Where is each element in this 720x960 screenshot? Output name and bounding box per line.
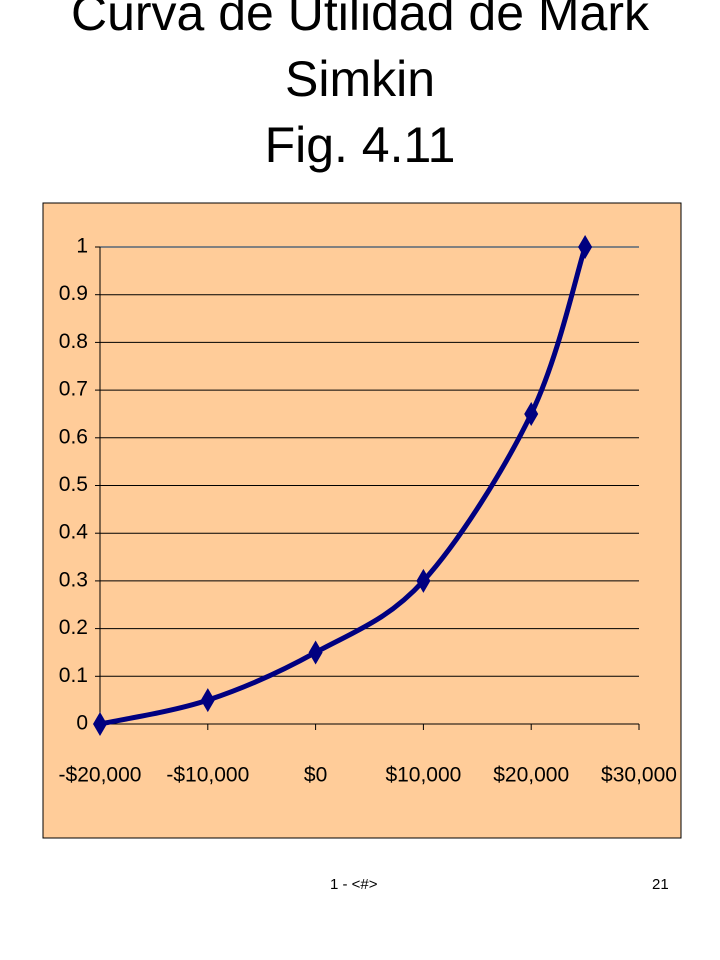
x-tick-label: $30,000 xyxy=(601,764,677,787)
title-block: Curva de Utilidad de Mark Simkin Fig. 4.… xyxy=(0,0,720,178)
marker xyxy=(416,568,431,593)
marker xyxy=(93,712,107,736)
x-tick-label: $0 xyxy=(304,764,327,787)
y-tick-label: 0.5 xyxy=(59,473,88,496)
marker xyxy=(524,401,539,426)
x-tick-label: $20,000 xyxy=(493,764,569,787)
chart-title: Curva de Utilidad de Mark Simkin xyxy=(70,0,650,107)
x-tick-label: -$10,000 xyxy=(166,764,249,787)
x-tick-label: -$20,000 xyxy=(59,764,142,787)
footer-left: 1 - <#> xyxy=(330,876,378,893)
chart-subtitle: Fig. 4.11 xyxy=(264,117,456,173)
y-tick-label: 0.1 xyxy=(59,664,88,687)
chart-area xyxy=(42,202,682,839)
marker xyxy=(578,235,593,259)
y-tick-label: 0.3 xyxy=(59,568,88,591)
y-tick-label: 0 xyxy=(76,712,88,735)
y-tick-label: 0.2 xyxy=(59,616,88,639)
x-tick-label: $10,000 xyxy=(385,764,461,787)
y-tick-label: 0.8 xyxy=(59,330,88,353)
y-tick-label: 0.7 xyxy=(59,378,88,401)
footer-right: 21 xyxy=(652,876,669,893)
y-tick-label: 0.9 xyxy=(59,282,88,305)
marker xyxy=(200,688,215,713)
y-tick-label: 0.4 xyxy=(59,521,89,544)
y-tick-label: 1 xyxy=(76,235,88,258)
y-tick-label: 0.6 xyxy=(59,425,88,448)
marker xyxy=(308,640,323,665)
